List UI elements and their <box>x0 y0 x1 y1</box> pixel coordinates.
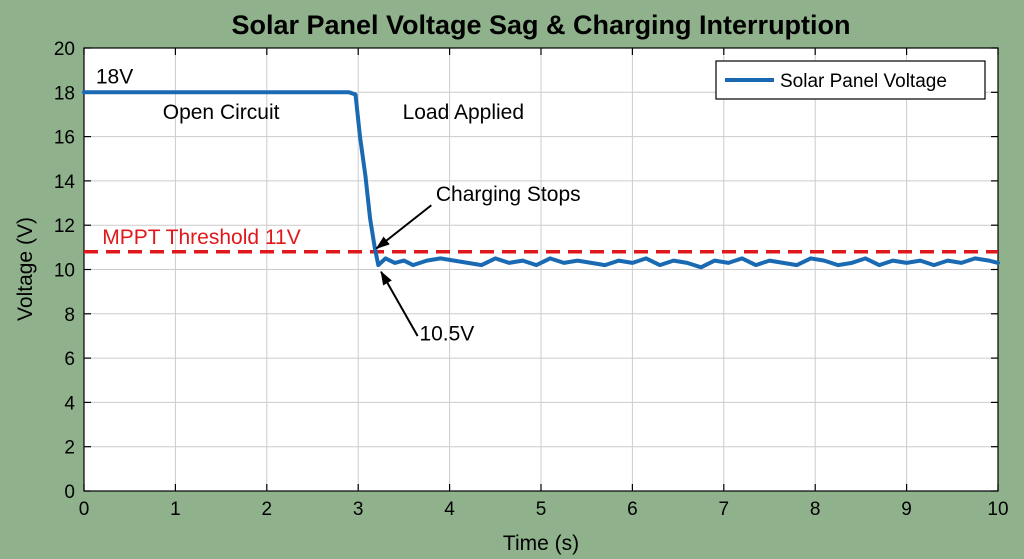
y-tick-label: 14 <box>54 172 76 193</box>
x-tick-label: 7 <box>719 499 730 520</box>
y-tick-label: 16 <box>54 128 75 149</box>
x-tick-label: 8 <box>810 499 821 520</box>
charging-stops-label: Charging Stops <box>436 183 581 206</box>
y-tick-label: 2 <box>64 438 75 459</box>
y-tick-label: 0 <box>64 482 75 503</box>
charging-stops-arrow <box>375 204 432 250</box>
x-tick-label: 1 <box>170 499 181 520</box>
threshold-label: MPPT Threshold 11V <box>102 226 300 249</box>
y-tick-label: 6 <box>64 349 75 370</box>
x-axis-label: Time (s) <box>503 532 579 555</box>
legend: Solar Panel Voltage <box>715 60 986 100</box>
min-value-arrow <box>380 270 419 337</box>
x-tick-label: 10 <box>987 499 1008 520</box>
series-line-solar-panel-voltage <box>82 90 1000 270</box>
y-tick-label: 20 <box>54 39 75 60</box>
start-value-label: 18V <box>96 65 133 88</box>
y-tick-label: 18 <box>54 83 75 104</box>
x-tick-label: 9 <box>901 499 912 520</box>
x-tick-label: 4 <box>444 499 455 520</box>
x-tick-label: 2 <box>262 499 273 520</box>
legend-label: Solar Panel Voltage <box>780 71 947 92</box>
y-tick-label: 8 <box>64 305 75 326</box>
x-tick-label: 5 <box>536 499 547 520</box>
x-tick-label: 3 <box>353 499 364 520</box>
chart-title: Solar Panel Voltage Sag & Charging Inter… <box>231 10 850 40</box>
load-applied-label: Load Applied <box>403 101 524 124</box>
open-circuit-label: Open Circuit <box>163 101 280 124</box>
y-tick-label: 12 <box>54 216 75 237</box>
y-tick-label: 10 <box>54 261 75 282</box>
min-value-label: 10.5V <box>419 322 474 345</box>
x-tick-label: 6 <box>627 499 638 520</box>
y-axis-label: Voltage (V) <box>14 217 37 321</box>
y-tick-label: 4 <box>64 393 75 414</box>
x-tick-label: 0 <box>79 499 90 520</box>
grid-lines <box>84 48 998 491</box>
